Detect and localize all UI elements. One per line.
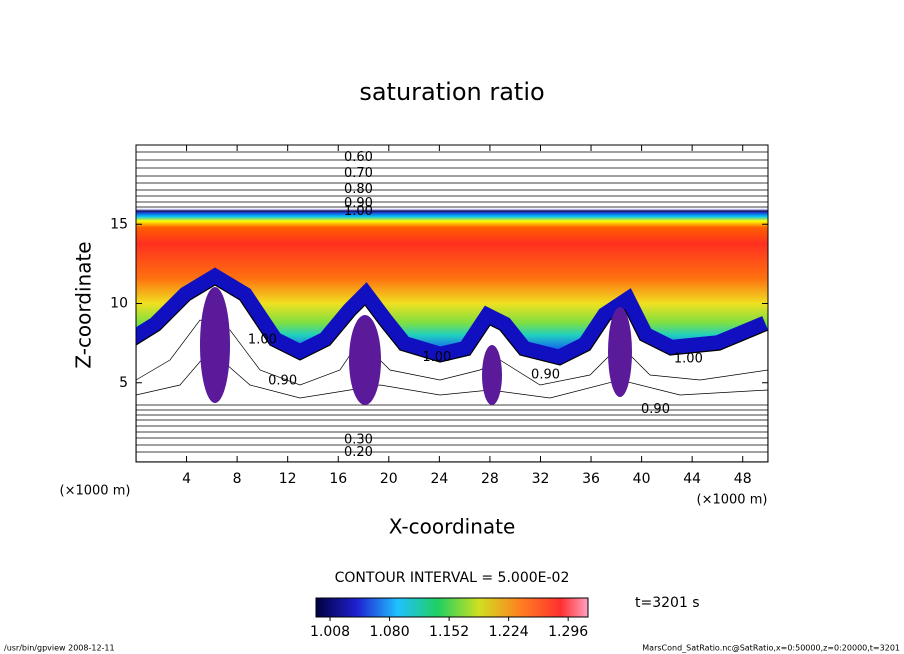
x-tick-label: 44 [683, 471, 701, 487]
contour-label: 0.60 [344, 150, 373, 165]
x-tick-label: 12 [279, 471, 297, 487]
colorbar-tick-label: 1.080 [370, 624, 410, 640]
colorbar-tick-label: 1.224 [489, 624, 529, 640]
x-tick-label: 36 [582, 471, 600, 487]
contour-label: 0.90 [531, 367, 560, 382]
y-axis-label: Z-coordinate [72, 241, 96, 368]
footer: MarsCond_SatRatio.nc@SatRatio,x=0:50000,… [642, 644, 900, 653]
contour-label: 0.30 [344, 432, 373, 447]
contour-label: 1.00 [674, 351, 703, 366]
contour-interval: CONTOUR INTERVAL = 5.000E-02 [335, 570, 570, 586]
x-tick-label: 20 [380, 471, 398, 487]
x-tick-label: 32 [532, 471, 550, 487]
field [136, 145, 768, 462]
contour-label: 0.80 [344, 182, 373, 197]
colorbar [315, 597, 589, 618]
y-tick-label: 10 [110, 296, 128, 312]
x-tick-label: 4 [182, 471, 191, 487]
y-tick-label: 15 [110, 216, 128, 232]
contour-label: 1.00 [344, 204, 373, 219]
x-unit-label: (×1000 m) [697, 493, 768, 508]
time-label: t=3201 s [635, 595, 700, 611]
contour-label: 0.20 [344, 445, 373, 460]
contour-label: 0.90 [641, 402, 670, 417]
contour-label: 0.90 [268, 374, 297, 389]
contour-label: 0.90 [344, 196, 373, 211]
y-tick-label: 5 [119, 375, 128, 391]
contour-label: 0.70 [344, 166, 373, 181]
x-tick-label: 8 [233, 471, 242, 487]
x-tick-label: 48 [734, 471, 752, 487]
colorbar-tick-label: 1.152 [429, 624, 469, 640]
colorbar-tick-label: 1.296 [548, 624, 588, 640]
colorbar-tick-label: 1.008 [310, 624, 350, 640]
contour-label: 1.00 [422, 350, 451, 365]
contour-label: 1.00 [248, 332, 277, 347]
x-tick-label: 24 [430, 471, 448, 487]
chart-title: saturation ratio [359, 78, 544, 106]
x-unit-label: (×1000 m) [60, 484, 131, 499]
x-tick-label: 28 [481, 471, 499, 487]
x-axis-label: X-coordinate [389, 515, 516, 539]
x-tick-label: 16 [329, 471, 347, 487]
x-tick-label: 40 [633, 471, 651, 487]
footer: /usr/bin/gpview 2008-12-11 [4, 644, 115, 653]
